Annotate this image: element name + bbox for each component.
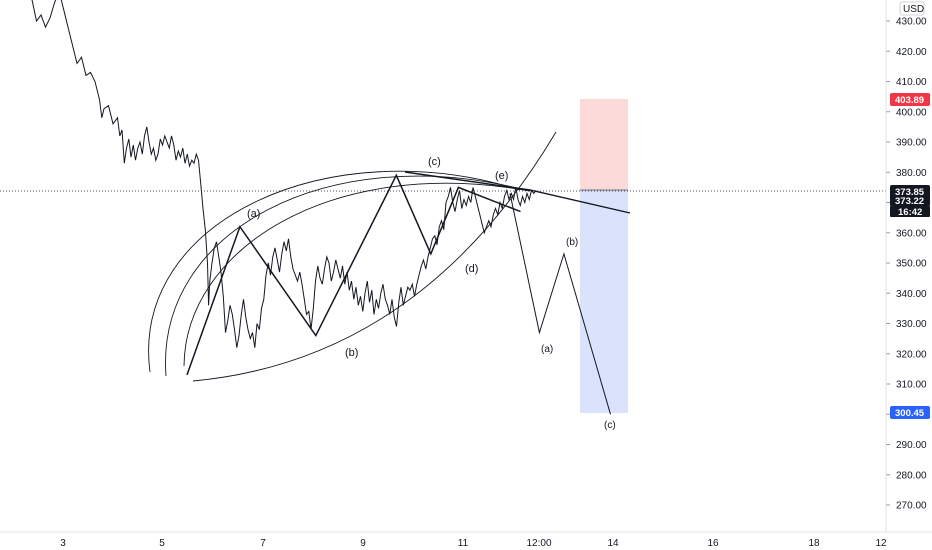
y-tick-label: 280.00	[896, 470, 927, 481]
y-tick-label: 320.00	[896, 349, 927, 360]
y-tick-label: 380.00	[896, 168, 927, 179]
x-tick-label: 14	[607, 538, 619, 549]
y-tick-label: 340.00	[896, 289, 927, 300]
support-arc	[192, 131, 557, 382]
x-tick-label: 12:00	[526, 538, 551, 549]
wave-label-e: (e)	[495, 170, 508, 182]
projection-label-c: (c)	[604, 420, 616, 431]
y-tick-label: 290.00	[896, 440, 927, 451]
projection-path	[509, 193, 611, 415]
currency-badge: USD	[903, 4, 924, 15]
reward-zone[interactable]	[580, 190, 628, 413]
time-axis[interactable]: 3 5 7 9 11 12:00 14 16 18 12	[0, 531, 932, 549]
resistance-trendline	[404, 171, 631, 214]
target-price-tag-box	[890, 406, 930, 419]
wave-label-d: (d)	[465, 263, 478, 275]
y-tick-label: 270.00	[896, 501, 927, 512]
x-tick-label: 5	[159, 538, 165, 549]
y-tick-label: 400.00	[896, 107, 927, 118]
x-tick-label: 11	[458, 538, 469, 549]
y-tick-label: 420.00	[896, 47, 927, 58]
second-price-tag-box	[890, 195, 930, 206]
x-tick-label: 3	[60, 538, 66, 549]
current-price-tag-box	[890, 185, 930, 198]
wave-label-a: (a)	[247, 208, 260, 220]
x-tick-label: 9	[360, 538, 366, 549]
current-price-tag: 373.85	[895, 187, 925, 198]
y-tick-label: 410.00	[896, 77, 927, 88]
price-axis[interactable]: 430.00420.00410.00400.00390.00380.00370.…	[885, 0, 927, 532]
projection-label-b: (b)	[566, 237, 578, 248]
second-price-tag: 373.22	[895, 196, 924, 207]
wave-label-c: (c)	[428, 156, 441, 168]
x-tick-label: 18	[808, 538, 820, 549]
countdown-tag: 16:42	[898, 207, 922, 218]
resistance-arc-1	[148, 170, 521, 373]
y-tick-label: 430.00	[896, 17, 927, 28]
y-tick-label: 390.00	[896, 138, 927, 149]
y-tick-label: 360.00	[896, 228, 927, 239]
risk-zone[interactable]	[580, 99, 628, 190]
stop-price-tag: 403.89	[895, 95, 924, 106]
x-tick-label: 12	[875, 538, 887, 549]
stop-price-tag-box	[890, 93, 930, 106]
y-tick-label: 350.00	[896, 259, 927, 270]
resistance-arc-3	[183, 182, 531, 367]
projection-label-a: (a)	[541, 344, 553, 355]
y-tick-label: 310.00	[896, 380, 927, 391]
price-line	[31, 0, 537, 348]
wave-path	[186, 173, 521, 376]
currency-badge-box[interactable]	[899, 1, 925, 16]
x-tick-label: 7	[260, 538, 266, 549]
countdown-tag-box	[890, 206, 930, 217]
target-price-tag: 300.45	[895, 408, 925, 419]
wave-label-b: (b)	[345, 347, 358, 359]
y-tick-label: 330.00	[896, 319, 927, 330]
x-tick-label: 16	[707, 538, 719, 549]
